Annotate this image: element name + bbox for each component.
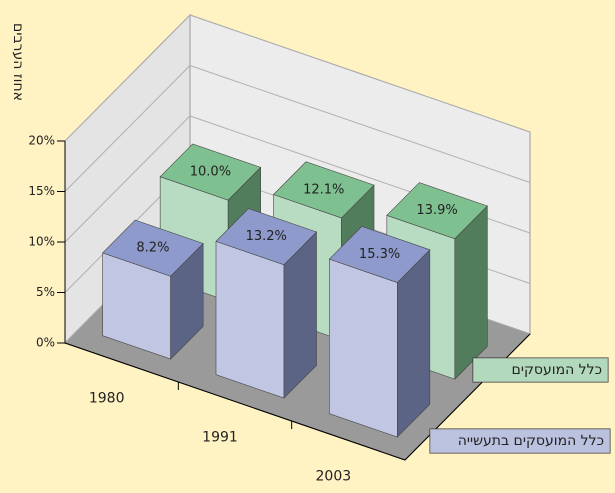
y-tick-label: 15%	[28, 184, 55, 198]
value-label: 10.0%	[190, 165, 231, 180]
bar-top	[215, 208, 318, 266]
y-axis-title: אחוז הערבים	[10, 23, 26, 101]
bar-front-shade	[215, 240, 285, 399]
bar-top	[328, 226, 431, 283]
value-label: 15.3%	[359, 247, 400, 262]
bar-side	[284, 232, 317, 399]
legend-label: כלל המועסקים בתעשייה	[458, 433, 604, 449]
value-label: 13.9%	[416, 203, 457, 218]
bar-top	[159, 143, 262, 201]
bar-top	[272, 161, 375, 219]
bar-side	[454, 205, 488, 380]
x-tick-label: 1991	[202, 430, 238, 446]
grid-line	[64, 64, 531, 192]
y-tick-label: 5%	[36, 285, 55, 299]
y-tick-label: 0%	[36, 336, 55, 350]
bar-side	[170, 243, 204, 360]
bar-top	[102, 219, 204, 277]
legend-label: כלל המועסקים	[512, 362, 602, 378]
depth-axis	[404, 333, 531, 461]
legend-swatch	[472, 357, 609, 383]
value-label: 12.1%	[303, 182, 344, 197]
legend-swatch	[429, 428, 611, 454]
legend-shade	[473, 358, 608, 382]
bar-front	[216, 241, 284, 399]
legend-shade	[430, 429, 610, 453]
bar-front	[329, 259, 398, 438]
x-tick-label: 1980	[89, 391, 125, 407]
bar-side	[397, 249, 430, 438]
bar-top	[386, 182, 488, 240]
bar-front	[102, 252, 171, 360]
x-tick-label: 2003	[316, 469, 352, 485]
value-label: 8.2%	[136, 241, 169, 256]
y-tick-label: 20%	[28, 134, 55, 148]
x-axis	[64, 342, 406, 461]
bar-front-shade	[329, 258, 398, 438]
value-label: 13.2%	[246, 229, 287, 244]
grid-line	[64, 14, 531, 142]
y-tick-label: 10%	[28, 235, 55, 249]
